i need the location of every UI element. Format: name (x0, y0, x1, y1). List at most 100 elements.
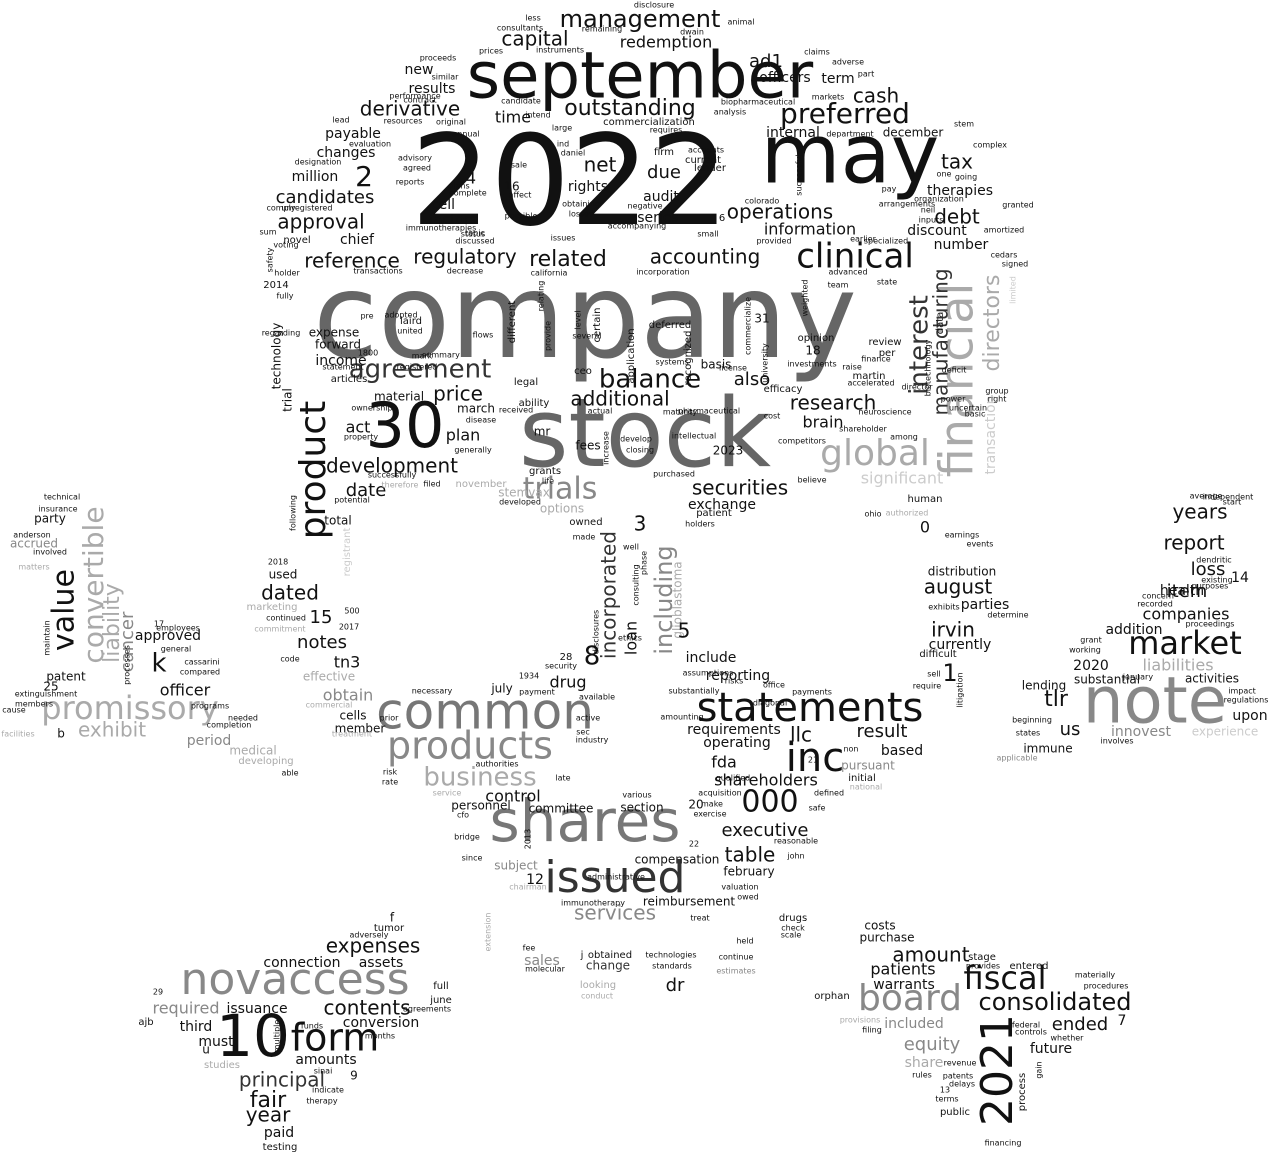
word-197: ability (519, 398, 550, 409)
word-497: remaining (582, 25, 622, 34)
word-406: shareholder (839, 425, 887, 434)
word-340: insurance (38, 505, 77, 514)
word-58: due (647, 162, 681, 183)
word-35: manufacturing (929, 268, 953, 415)
word-401: finance (861, 355, 890, 364)
word-104: companies (1143, 605, 1230, 624)
word-467: gain (1035, 1061, 1044, 1078)
word-40: outstanding (564, 96, 696, 121)
word-453: necessary (412, 687, 453, 696)
word-427: amounting (660, 713, 703, 722)
word-265: exhibits (928, 603, 959, 612)
word-25: value (47, 569, 82, 651)
word-218: accounts (688, 146, 724, 155)
word-85: date (346, 480, 387, 501)
word-368: affect (509, 191, 532, 200)
word-44: related (529, 247, 607, 272)
word-339: anderson (13, 531, 50, 540)
word-419: developed (499, 498, 541, 507)
word-498: consultants (497, 24, 543, 33)
word-117: assets (359, 955, 404, 971)
word-397: signed (1002, 260, 1029, 269)
word-115: change (586, 959, 630, 973)
word-176: compensation (635, 853, 720, 867)
word-348: 1800 (358, 349, 378, 358)
word-182: subject (494, 859, 538, 873)
word-189: marketing (247, 602, 298, 613)
word-13: issued (545, 852, 686, 903)
word-124: must (198, 1034, 234, 1050)
word-461: filing (862, 1026, 882, 1035)
word-126: significant (861, 469, 944, 488)
word-168: substantial (1074, 673, 1140, 687)
word-262: limited (1009, 276, 1018, 304)
word-5: financial (930, 283, 984, 478)
word-298: estimates (716, 967, 755, 976)
word-524: 7 (1118, 1013, 1127, 1029)
word-112: share (905, 1055, 944, 1071)
word-466: federal (1012, 1021, 1040, 1030)
word-440: late (555, 774, 570, 783)
word-251: grants (529, 466, 561, 477)
word-184: cells (340, 709, 367, 723)
word-281: national (850, 783, 882, 792)
word-142: changes (317, 145, 376, 161)
word-270: proceedings (1186, 620, 1235, 629)
word-296: held (736, 937, 753, 946)
word-300: obtained (588, 950, 632, 961)
word-529: j (580, 950, 584, 961)
word-383: voting (273, 241, 298, 250)
word-396: cedars (991, 251, 1018, 260)
word-330: developing (238, 756, 293, 767)
word-230: resources (384, 117, 423, 126)
word-42: accounting (650, 245, 761, 269)
word-78: irvin (931, 618, 975, 642)
word-399: advanced (828, 268, 867, 277)
word-56: cash (853, 84, 899, 108)
word-241: property (344, 433, 379, 442)
word-164: parties (961, 597, 1010, 613)
word-38: consolidated (979, 988, 1132, 1016)
word-105: liabilities (1142, 656, 1213, 675)
word-268: recorded (1137, 600, 1173, 609)
word-63: expenses (326, 934, 421, 958)
word-48: research (790, 391, 877, 415)
word-253: well (623, 543, 639, 552)
word-394: complex (973, 141, 1007, 150)
word-192: patent (46, 670, 86, 684)
word-292: valuation (721, 883, 758, 892)
word-489: pay (882, 185, 897, 194)
word-433: reasonable (774, 837, 818, 846)
word-15: product (293, 401, 334, 539)
word-484: raise (842, 363, 862, 372)
word-307: materially (1075, 971, 1116, 980)
word-543: 22 (689, 840, 699, 849)
word-374: topic (465, 229, 485, 238)
word-195: ceo (574, 366, 592, 377)
word-506: administrative (587, 873, 645, 882)
word-376: intend (525, 111, 551, 120)
word-109: patients (870, 960, 935, 979)
word-190: accrued (10, 537, 58, 551)
word-157: include (686, 650, 737, 666)
word-476: ohio (864, 510, 881, 519)
word-539: 13 (940, 1086, 950, 1095)
word-0: company (313, 247, 857, 385)
word-421: phase (640, 551, 649, 575)
word-219: instruments (536, 46, 584, 55)
word-404: neuroscience (858, 408, 911, 417)
word-403: deficit (942, 366, 967, 375)
word-55: capital (501, 27, 568, 51)
word-496: less (525, 14, 540, 23)
word-381: comply (266, 204, 295, 213)
word-302: looking (580, 980, 616, 991)
word-379: daniel (561, 149, 585, 158)
word-67: year (246, 1103, 291, 1127)
word-202: recognized (683, 331, 694, 386)
word-541: 29 (153, 988, 163, 997)
word-205: data (935, 312, 946, 335)
word-425: assumptions (683, 669, 734, 678)
word-227: requires (650, 126, 683, 135)
word-225: department (826, 130, 873, 139)
word-245: transactions (353, 267, 402, 276)
